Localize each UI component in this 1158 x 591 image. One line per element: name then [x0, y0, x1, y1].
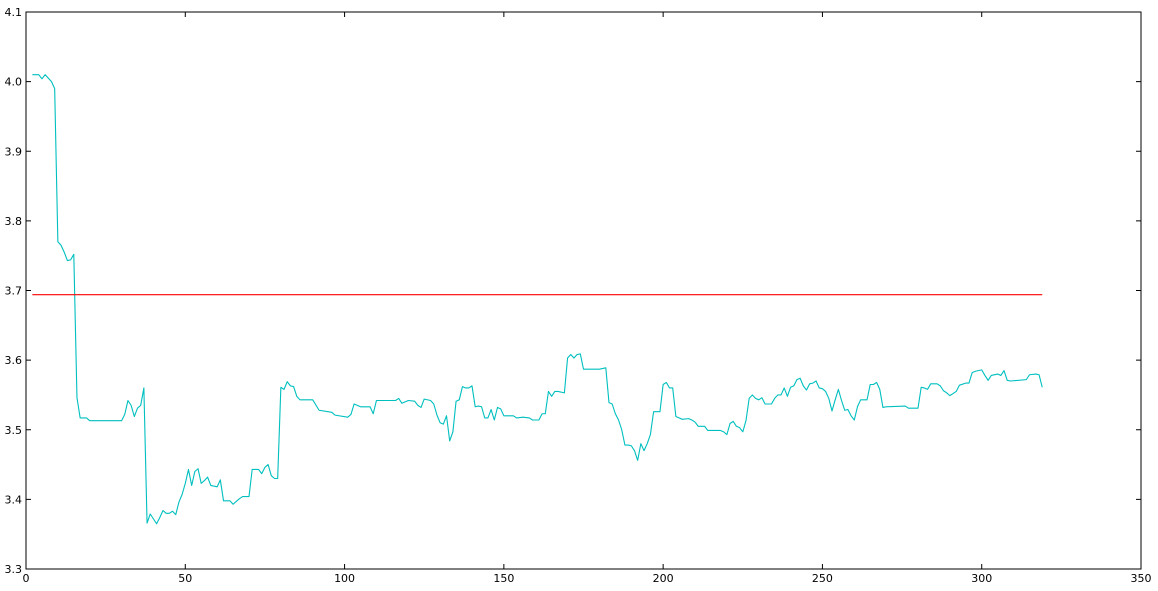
series-group [32, 74, 1043, 525]
y-tick-label: 3.6 [5, 354, 23, 367]
axes: 0 50 100 150 200 250 300 350 3.3 3.4 3.5 3.6 3.7 3.8 3… [5, 6, 1152, 585]
x-tick-label: 0 [23, 572, 30, 585]
y-tick-label: 3.9 [5, 145, 23, 158]
y-tick-label: 3.7 [5, 285, 23, 298]
x-tick-label: 50 [178, 572, 192, 585]
y-tick-label: 4.0 [5, 76, 23, 89]
y-tick-label: 3.4 [5, 493, 23, 506]
y-tick-label: 3.3 [5, 563, 23, 576]
x-tick-label: 350 [1131, 572, 1152, 585]
x-tick-label: 300 [971, 572, 992, 585]
y-tick-label: 3.8 [5, 215, 23, 228]
y-tick-label: 3.5 [5, 424, 23, 437]
plot-background [26, 12, 1141, 569]
plot-frame [25, 11, 1142, 570]
series-line-1 [32, 74, 1043, 525]
x-tick-label: 200 [653, 572, 674, 585]
x-tick-label: 150 [493, 572, 514, 585]
x-tick-label: 100 [334, 572, 355, 585]
x-tick-label: 250 [812, 572, 833, 585]
plot-area [26, 12, 1141, 569]
y-tick-label: 4.1 [5, 6, 23, 19]
